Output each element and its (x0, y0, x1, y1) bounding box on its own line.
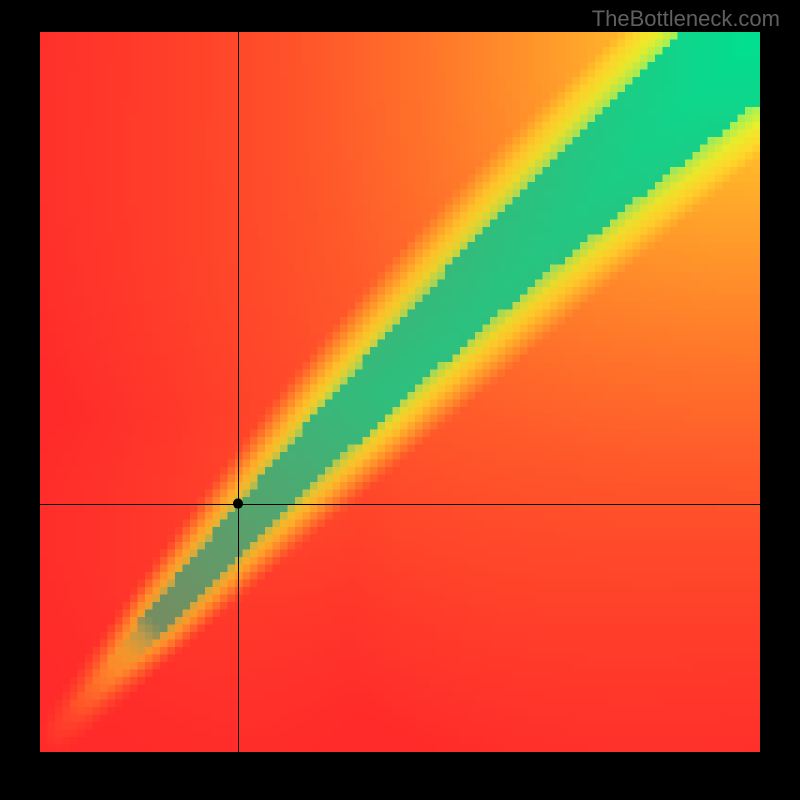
chart-root: TheBottleneck.com (0, 0, 800, 800)
crosshair-overlay (40, 32, 760, 752)
watermark-text: TheBottleneck.com (592, 6, 780, 32)
